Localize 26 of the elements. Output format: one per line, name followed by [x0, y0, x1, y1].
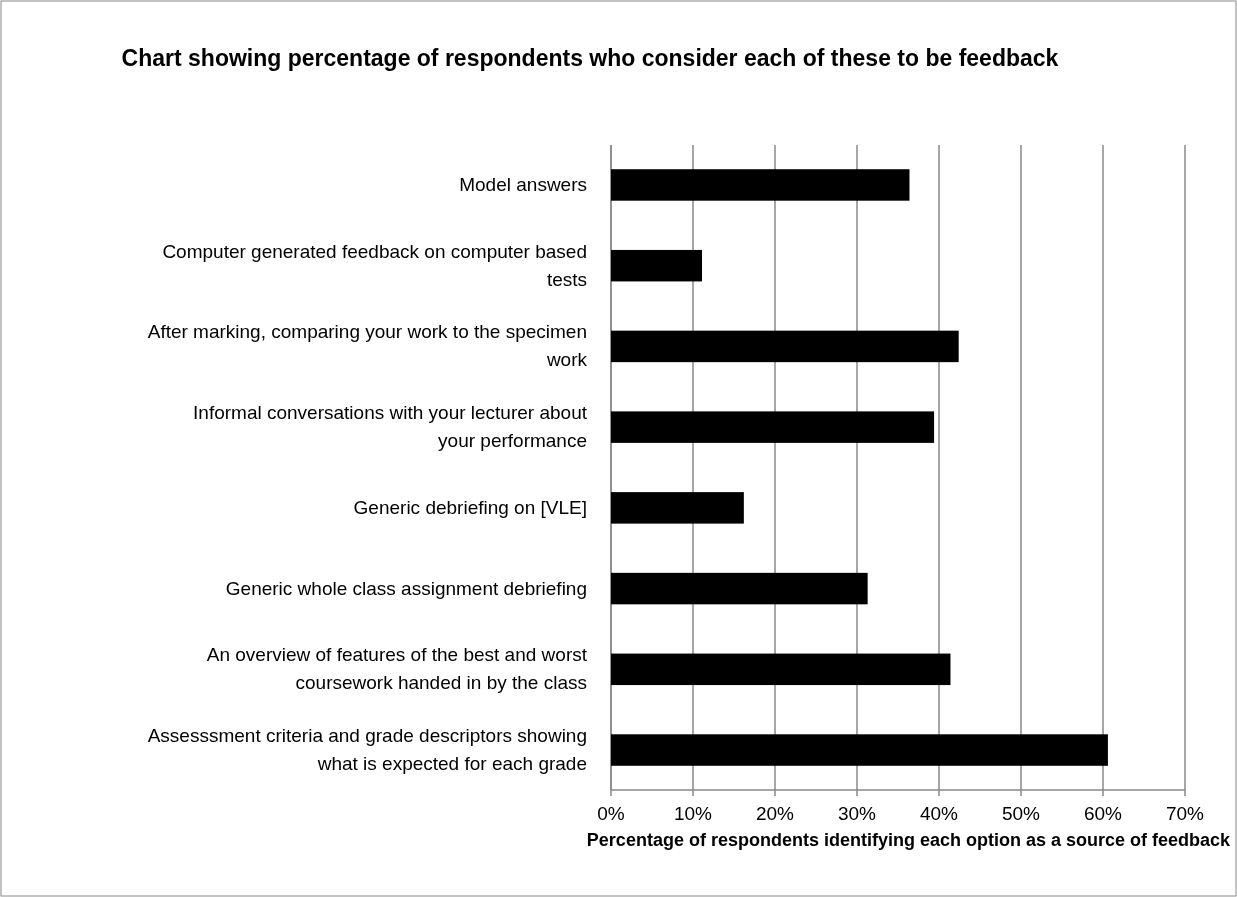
bar [611, 734, 1108, 766]
y-tick-label: Generic debriefing on [VLE] [353, 496, 587, 518]
x-tick-label: 30% [837, 803, 877, 824]
x-tick-label: 10% [673, 803, 713, 824]
bar [611, 169, 910, 201]
y-tick-label: After marking, comparing your work to the specimen work [147, 321, 588, 371]
x-tick-label: 20% [755, 803, 795, 824]
x-tick-label: 40% [919, 803, 959, 824]
y-tick-label: Generic whole class assignment debriefing [225, 577, 587, 599]
y-tick-label: Assesssment criteria and grade descriptors showing what is expected for each grade [147, 725, 587, 775]
bar [611, 411, 935, 443]
bar [611, 249, 703, 282]
y-tick-label: Model answers [459, 173, 587, 195]
x-tick-label: 50% [1001, 803, 1041, 824]
bar [611, 653, 951, 686]
y-tick-label: Informal conversations with your lecturer about your performance [193, 402, 588, 452]
chart-title: Chart showing percentage of respondents who consider each of these to be feedback [121, 45, 1059, 71]
x-axis-title: Percentage of respondents identifying each option as a source of feedback [586, 830, 1231, 850]
bar [611, 572, 868, 605]
x-tick-label: 0% [597, 803, 625, 824]
bar [611, 492, 744, 524]
x-tick-label: 60% [1083, 803, 1123, 824]
bar [611, 330, 959, 363]
y-tick-label: An overview of features of the best and worst coursework handed in by the class [206, 644, 588, 694]
x-tick-label: 70% [1165, 803, 1205, 824]
y-tick-label: Computer generated feedback on computer based tests [162, 240, 587, 290]
